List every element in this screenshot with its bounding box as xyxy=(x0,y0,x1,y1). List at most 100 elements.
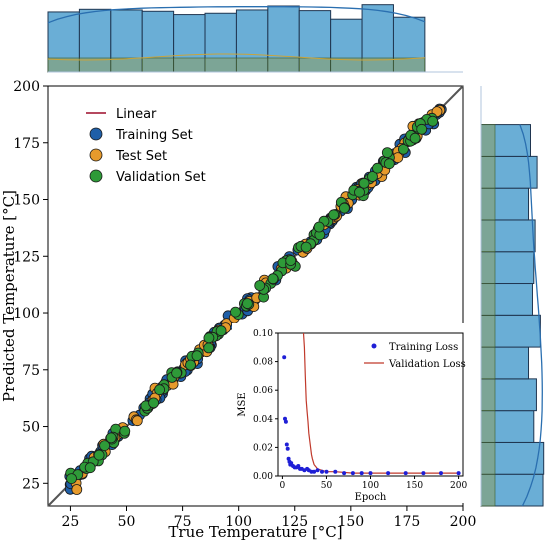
legend-label: Training Set xyxy=(115,128,193,143)
top-hist-kde-curve xyxy=(47,6,426,24)
right-hist-overlay-bar xyxy=(480,346,496,380)
legend-label: Validation Set xyxy=(116,170,206,185)
scatter-point-validation-set xyxy=(105,432,117,444)
y-tick-label: 125 xyxy=(13,249,40,265)
y-tick-label: 50 xyxy=(22,420,40,436)
scatter-point-test-set xyxy=(71,484,83,495)
training-loss-point xyxy=(320,469,324,474)
inset-x-axis-label: Epoch xyxy=(355,492,387,503)
x-tick-label: 50 xyxy=(118,514,136,530)
scatter-point-validation-set xyxy=(383,158,395,170)
scatter-point-validation-set xyxy=(354,186,365,198)
x-tick-label: 125 xyxy=(281,514,308,530)
top-hist-test-curve xyxy=(47,53,425,61)
training-loss-point xyxy=(359,471,364,476)
legend: Linear Training Set Test Set Validation Set xyxy=(86,107,206,185)
x-tick-label: 200 xyxy=(450,514,477,530)
x-axis-label: True Temperature [°C] xyxy=(168,523,342,541)
top-hist-overlay-bar xyxy=(173,57,206,73)
training-loss-point xyxy=(312,469,317,474)
training-loss-point xyxy=(368,471,373,476)
scatter-point-validation-set xyxy=(416,123,428,135)
y-axis-label: Predicted Temperature [°C] xyxy=(0,190,18,402)
x-tick-label: 25 xyxy=(62,514,80,530)
training-loss-point xyxy=(289,461,294,466)
top-hist-overlay-bar xyxy=(267,57,300,73)
right-hist-kde-curve xyxy=(519,124,543,507)
inset-x-tick-label: 150 xyxy=(406,481,423,491)
y-tick-label: 175 xyxy=(13,136,40,152)
scatter-point-validation-set xyxy=(203,332,215,344)
scatter-point-validation-set xyxy=(427,115,439,127)
x-tick-label: 150 xyxy=(337,514,364,530)
training-loss-point xyxy=(315,468,320,473)
right-marginal-histogram xyxy=(480,86,545,507)
top-hist-overlay-bar xyxy=(298,57,331,73)
scatter-point-validation-set xyxy=(267,273,279,285)
top-marginal-histogram xyxy=(47,4,463,73)
right-hist-overlay-bar xyxy=(480,124,496,157)
scatter-point-validation-set xyxy=(409,132,421,144)
right-hist-overlay-bar xyxy=(480,219,496,253)
training-loss-point xyxy=(284,442,289,447)
scatter-point-validation-set xyxy=(338,202,350,214)
training-loss-point xyxy=(439,471,443,476)
scatter-point-validation-set xyxy=(185,359,196,371)
inset-x-tick-label: 0 xyxy=(280,481,286,491)
legend-marker-test-set xyxy=(89,148,103,162)
inset-x-tick-label: 50 xyxy=(321,481,333,491)
scatter-point-validation-set xyxy=(99,440,110,452)
scatter-point-test-set xyxy=(131,415,143,427)
validation-loss-line xyxy=(302,332,459,474)
training-loss-point xyxy=(324,469,329,474)
inset-y-tick-label: 0.06 xyxy=(253,386,273,396)
x-tick-label: 175 xyxy=(394,514,421,530)
scatter-point-validation-set xyxy=(300,241,312,253)
right-hist-overlay-bar xyxy=(480,314,496,348)
inset-y-axis-label: MSE xyxy=(237,392,248,416)
inset-y-tick-label: 0.00 xyxy=(253,472,273,482)
right-hist-overlay-bar xyxy=(480,156,496,189)
scatter-point-validation-set xyxy=(171,367,183,379)
right-hist-overlay-bar xyxy=(480,378,496,411)
scatter-point-validation-set xyxy=(367,171,378,182)
inset-x-tick-label: 200 xyxy=(450,481,467,491)
y-tick-label: 200 xyxy=(13,79,40,95)
inset-frame xyxy=(277,332,464,477)
right-hist-overlay-bar xyxy=(480,473,496,507)
scatter-point-validation-set xyxy=(372,162,383,174)
training-loss-point xyxy=(342,471,347,476)
scatter-point-validation-set xyxy=(119,425,131,437)
top-hist-overlay-bar xyxy=(110,57,143,73)
right-hist-overlay-bar xyxy=(480,410,496,443)
training-loss-point xyxy=(403,471,408,476)
scatter-point-validation-set xyxy=(154,384,166,396)
y-tick-label: 150 xyxy=(13,193,40,209)
scatter-point-validation-set xyxy=(191,350,203,362)
scatter-point-validation-set xyxy=(93,449,105,461)
main-scatter-plot: 25 50 75 100 125 150 175 200 25 50 75 100 125 150 175 2… xyxy=(0,79,476,541)
loss-inset-plot: 0 50 100 150 200 0.00 0.02 0.04 0.06 0.08 0.10 Epoc… xyxy=(232,323,470,503)
inset-legend: Training Loss Validation Loss xyxy=(364,342,466,370)
legend-marker-training-set xyxy=(89,127,103,141)
scatter-point-validation-set xyxy=(381,147,393,159)
training-loss-point xyxy=(296,464,301,468)
plot-frame xyxy=(47,85,464,507)
inset-legend-label: Training Loss xyxy=(389,342,458,353)
y-tick-label: 25 xyxy=(22,476,40,492)
right-hist-overlay-bar xyxy=(480,283,496,316)
training-loss-point xyxy=(333,469,338,474)
x-tick-label: 75 xyxy=(174,514,192,530)
scatter-point-validation-set xyxy=(84,462,96,474)
scatter-point-validation-set xyxy=(66,473,77,485)
right-hist-overlay-bar xyxy=(480,187,496,221)
top-hist-overlay-bar xyxy=(141,57,174,73)
scatter-point-validation-set xyxy=(358,177,370,189)
scatter-point-validation-set xyxy=(241,298,253,309)
inset-y-tick-label: 0.10 xyxy=(253,329,273,339)
training-loss-point xyxy=(421,471,426,476)
scatter-point-validation-set xyxy=(148,397,160,409)
inset-x-tick-label: 100 xyxy=(362,481,379,491)
y-tick-label: 100 xyxy=(13,306,40,322)
